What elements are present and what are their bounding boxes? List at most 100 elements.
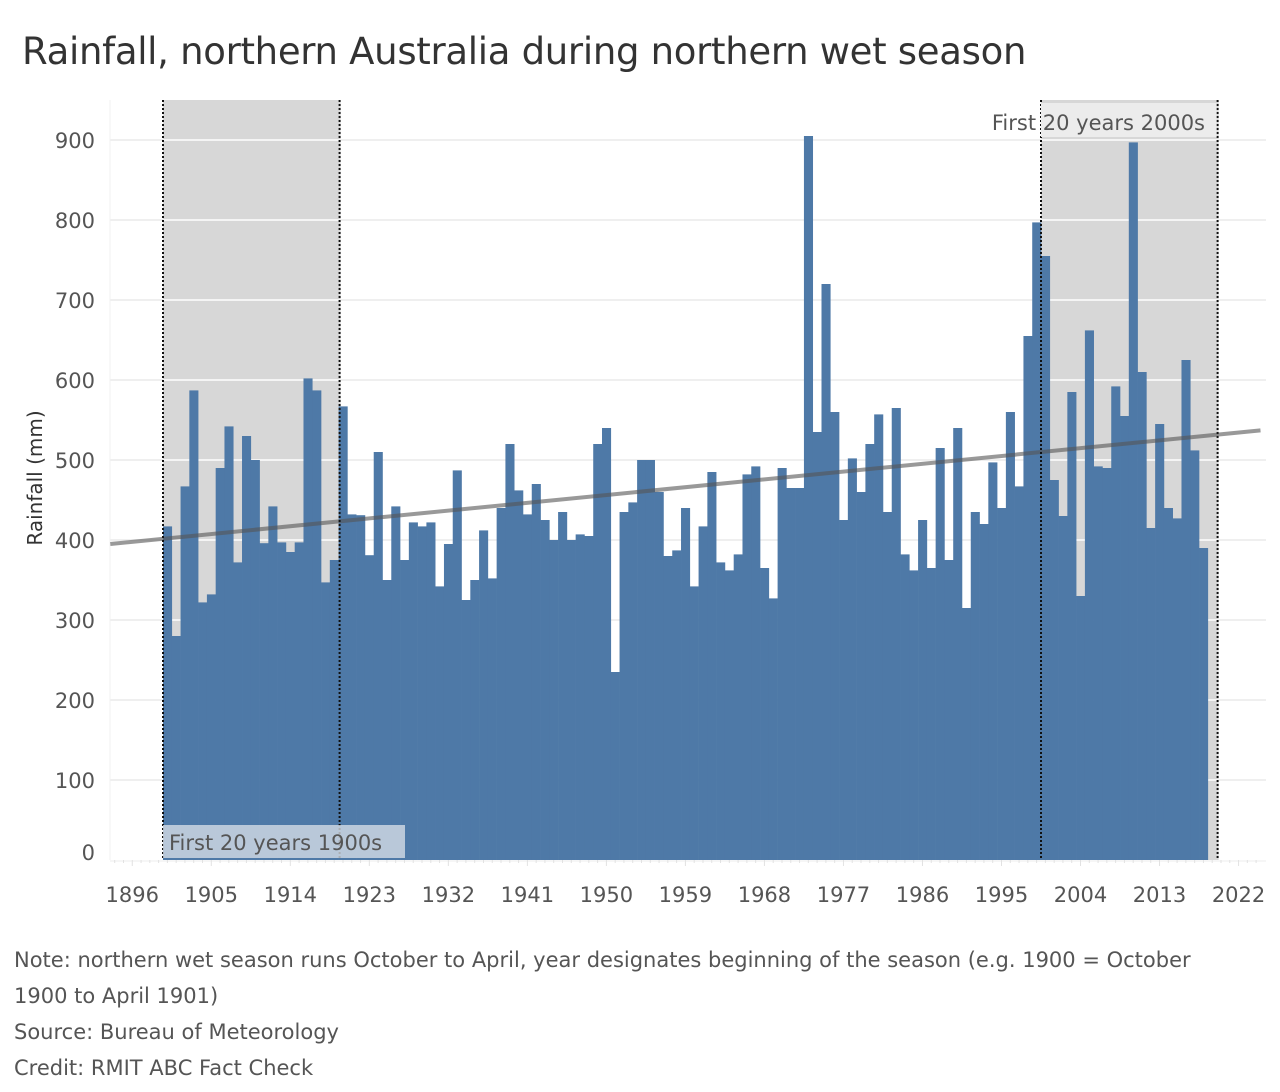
bar-1975 xyxy=(821,284,831,860)
band-labels: First 20 years 1900s First 20 years 2000s xyxy=(163,103,1217,858)
bar-1954 xyxy=(637,460,647,860)
x-tick-label-1932: 1932 xyxy=(422,883,475,907)
x-tick-label-1923: 1923 xyxy=(343,883,396,907)
bar-1963 xyxy=(716,562,726,860)
bar-1931 xyxy=(435,586,445,860)
bar-1978 xyxy=(847,458,857,860)
bar-1911 xyxy=(259,543,269,860)
bar-1933 xyxy=(452,470,462,860)
band-label-bg-2 xyxy=(1041,103,1217,137)
bar-1942 xyxy=(531,484,541,860)
bar-1957 xyxy=(663,556,673,860)
y-tick-label-600: 600 xyxy=(55,369,95,393)
bar-1997 xyxy=(1014,486,1024,860)
bar-1924 xyxy=(373,452,383,860)
bar-1908 xyxy=(233,562,243,860)
bar-1941 xyxy=(522,514,533,860)
bar-2002 xyxy=(1058,516,1068,860)
x-tick-label-1941: 1941 xyxy=(501,883,554,907)
bar-2016 xyxy=(1181,360,1191,860)
bar-1968 xyxy=(760,568,770,860)
bar-1955 xyxy=(645,460,655,860)
bar-1939 xyxy=(505,444,515,860)
y-tick-label-200: 200 xyxy=(55,689,95,713)
x-tick-label-2022: 2022 xyxy=(1212,883,1265,907)
bar-1998 xyxy=(1023,336,1033,860)
band-boundaries xyxy=(162,100,1219,860)
bar-1993 xyxy=(979,524,989,860)
x-tick-label-1977: 1977 xyxy=(817,883,870,907)
bar-2018 xyxy=(1199,548,1209,860)
bar-1923 xyxy=(364,555,375,860)
bar-1994 xyxy=(988,462,998,860)
band-label-bg-1 xyxy=(163,825,405,858)
bar-1946 xyxy=(566,540,576,860)
band-label-2000s: First 20 years 2000s xyxy=(992,111,1205,135)
bar-1980 xyxy=(865,444,875,860)
bar-1947 xyxy=(575,534,585,860)
bar-1996 xyxy=(1005,412,1015,860)
y-tick-label-300: 300 xyxy=(55,609,95,633)
bar-1985 xyxy=(909,570,919,860)
bar-1974 xyxy=(812,432,822,860)
bar-2017 xyxy=(1190,450,1200,860)
bar-1921 xyxy=(347,514,357,860)
bar-1936 xyxy=(479,530,489,860)
bar-1951 xyxy=(610,672,620,860)
bar-2005 xyxy=(1084,330,1094,860)
bar-2013 xyxy=(1155,424,1165,860)
bar-1977 xyxy=(839,520,849,860)
rainfall-chart: First 20 years 1900s First 20 years 2000s… xyxy=(23,100,1266,907)
bar-1929 xyxy=(417,526,427,860)
x-tick-label-1968: 1968 xyxy=(738,883,791,907)
bar-1903 xyxy=(189,390,199,860)
bar-1965 xyxy=(733,554,743,860)
y-tick-label-100: 100 xyxy=(55,769,95,793)
bar-1990 xyxy=(953,428,963,860)
bar-1940 xyxy=(514,490,524,860)
bar-1932 xyxy=(443,544,454,860)
bar-1930 xyxy=(426,522,436,860)
band-label-1900s: First 20 years 1900s xyxy=(169,831,382,855)
bar-1967 xyxy=(751,466,761,860)
bar-2015 xyxy=(1172,518,1182,860)
bar-2008 xyxy=(1111,386,1121,860)
bar-1918 xyxy=(321,582,331,860)
bar-1964 xyxy=(724,570,734,860)
x-axis: 1896 1905 1914 1923 1932 1941 1950 1959 1968 1977… xyxy=(106,860,1266,907)
bar-1914 xyxy=(285,552,295,860)
bar-1935 xyxy=(470,580,480,860)
bar-1943 xyxy=(540,520,550,860)
bar-1928 xyxy=(408,522,418,860)
bar-1971 xyxy=(786,488,796,860)
bar-1900 xyxy=(163,526,173,860)
bar-1916 xyxy=(303,378,313,860)
bar-1995 xyxy=(997,508,1007,860)
bar-1926 xyxy=(391,506,401,860)
trend-line xyxy=(110,428,1261,546)
bar-1953 xyxy=(628,502,638,860)
bar-1981 xyxy=(874,414,884,860)
bar-1905 xyxy=(206,594,216,860)
bar-1972 xyxy=(795,488,805,860)
bar-1913 xyxy=(277,542,287,860)
bar-1973 xyxy=(803,136,814,860)
bar-1962 xyxy=(707,472,717,860)
bar-1984 xyxy=(900,554,910,860)
bar-1952 xyxy=(619,512,629,860)
bar-1956 xyxy=(654,492,664,860)
bar-1934 xyxy=(461,600,471,860)
bar-1925 xyxy=(382,580,392,860)
bar-1986 xyxy=(918,520,928,860)
bar-1958 xyxy=(672,550,682,860)
bar-1989 xyxy=(944,560,954,860)
x-tick-label-1905: 1905 xyxy=(185,883,238,907)
bar-2014 xyxy=(1163,508,1173,860)
bars xyxy=(163,136,1209,860)
x-tick-label-1914: 1914 xyxy=(264,883,317,907)
bar-1937 xyxy=(487,578,497,860)
bar-2004 xyxy=(1076,596,1086,860)
bar-1945 xyxy=(558,512,568,860)
credit-line: Credit: RMIT ABC Fact Check xyxy=(14,1056,314,1080)
trend-line-group xyxy=(110,428,1261,546)
